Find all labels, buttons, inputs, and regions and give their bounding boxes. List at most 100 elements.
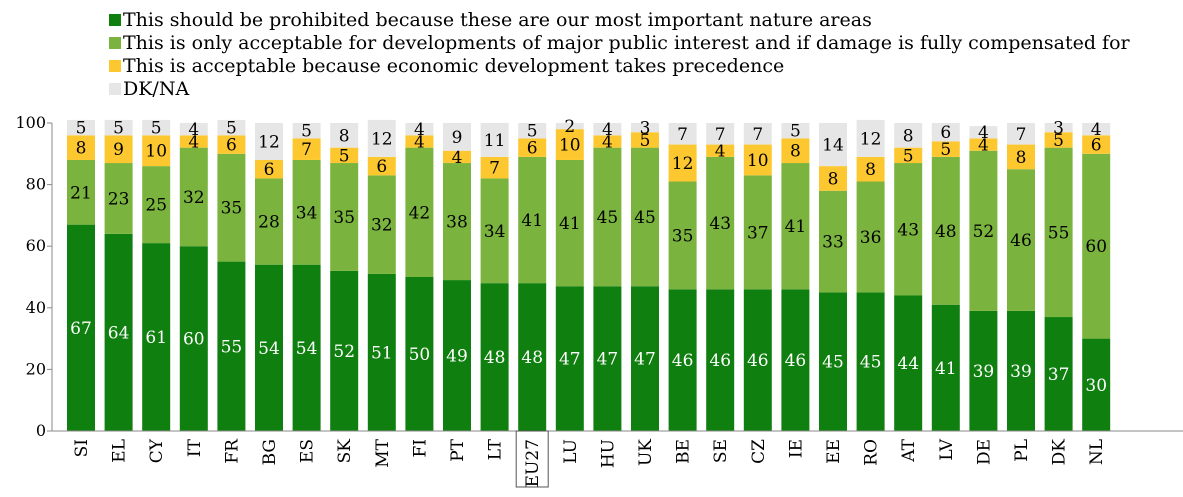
bar-segment xyxy=(518,156,547,284)
data-label: 45 xyxy=(597,208,619,228)
x-tick-label: ES xyxy=(298,439,318,463)
bar-segment xyxy=(631,286,659,431)
bar-segment xyxy=(743,289,772,431)
bar-segment xyxy=(443,123,471,151)
x-tick-label: BG xyxy=(260,439,280,465)
x-tick-label: CZ xyxy=(749,439,769,464)
data-label: 38 xyxy=(446,213,468,233)
legend-swatch xyxy=(109,60,121,72)
data-label: 5 xyxy=(76,119,87,139)
bar-segment xyxy=(969,310,998,431)
data-label: 7 xyxy=(301,140,312,160)
data-label: 25 xyxy=(145,196,167,216)
bar-segment xyxy=(1044,123,1073,133)
x-tick-label: LV xyxy=(937,438,957,460)
data-label: 48 xyxy=(521,348,543,368)
x-tick-label: SE xyxy=(711,439,731,463)
bar-segment xyxy=(405,147,434,277)
bar-segment xyxy=(894,295,923,431)
data-label: 55 xyxy=(1048,223,1070,243)
data-label: 4 xyxy=(978,123,989,143)
data-label: 6 xyxy=(527,139,538,159)
data-label: 64 xyxy=(108,323,130,343)
data-label: 47 xyxy=(559,350,581,370)
bar-segment xyxy=(1044,147,1073,318)
legend-label: This is only acceptable for developments… xyxy=(123,32,1131,54)
x-tick-label: MT xyxy=(373,438,393,467)
y-tick-label: 80 xyxy=(26,175,46,194)
x-tick-label: LT xyxy=(486,438,506,460)
data-label: 35 xyxy=(221,199,243,219)
data-label: 7 xyxy=(489,159,500,179)
data-label: 46 xyxy=(1010,231,1032,251)
data-label: 12 xyxy=(371,129,393,149)
data-label: 8 xyxy=(1016,148,1027,168)
data-label: 36 xyxy=(860,228,882,248)
bar-segment xyxy=(217,119,246,136)
y-tick-label: 0 xyxy=(36,421,46,440)
data-label: 52 xyxy=(973,222,995,242)
bars: 6721856423956125105603244553565542861254… xyxy=(67,117,1111,431)
bar-segment xyxy=(255,178,283,265)
x-tick-label: FI xyxy=(410,439,430,458)
data-label: 51 xyxy=(371,343,393,363)
y-tick-label: 40 xyxy=(26,298,46,317)
bar-segment xyxy=(555,123,584,130)
data-label: 39 xyxy=(1010,362,1032,382)
bar-segment xyxy=(969,138,998,151)
data-label: 45 xyxy=(822,353,844,373)
data-label: 12 xyxy=(860,129,882,149)
data-label: 45 xyxy=(860,353,882,373)
data-label: 10 xyxy=(747,151,769,171)
y-tick-label: 60 xyxy=(26,236,46,255)
data-label: 39 xyxy=(973,362,995,382)
bar-segment xyxy=(668,289,697,431)
bar-segment xyxy=(217,261,246,431)
y-tick-label: 100 xyxy=(15,113,46,132)
bar-segment xyxy=(405,123,434,136)
data-label: 14 xyxy=(822,136,844,156)
legend-swatch xyxy=(109,14,121,26)
data-label: 4 xyxy=(414,132,425,152)
data-label: 43 xyxy=(897,220,919,240)
data-label: 32 xyxy=(371,216,393,236)
data-label: 46 xyxy=(709,351,731,371)
x-tick-label: IT xyxy=(185,438,205,457)
bar-segment xyxy=(443,280,471,431)
bar-segment xyxy=(706,156,735,290)
bar-segment xyxy=(405,135,434,148)
bar-segment xyxy=(706,144,735,157)
bar-segment xyxy=(743,175,772,290)
bar-segment xyxy=(480,156,509,179)
bar-segment xyxy=(706,289,735,431)
bar-segment xyxy=(1007,169,1035,311)
bar-segment xyxy=(931,304,960,431)
data-label: 34 xyxy=(296,203,318,223)
bar-segment xyxy=(631,132,659,148)
bar-segment xyxy=(104,163,133,234)
bar-segment xyxy=(894,123,923,148)
data-label: 4 xyxy=(715,142,726,162)
data-label: 7 xyxy=(1016,125,1027,145)
bar-segment xyxy=(443,150,471,164)
bar-segment xyxy=(706,123,735,145)
data-label: 4 xyxy=(602,132,613,152)
bar-segment xyxy=(330,147,359,164)
x-tick-label: PL xyxy=(1012,439,1032,462)
bar-segment xyxy=(555,129,584,160)
data-label: 6 xyxy=(226,136,237,156)
data-label: 5 xyxy=(151,119,162,139)
legend-label: DK/NA xyxy=(123,78,189,100)
bar-segment xyxy=(104,233,133,431)
data-label: 37 xyxy=(747,223,769,243)
data-label: 11 xyxy=(484,131,506,151)
bar-segment xyxy=(142,119,171,136)
data-label: 5 xyxy=(301,122,312,142)
x-tick-label: UK xyxy=(636,439,656,466)
bar-segment xyxy=(856,181,885,293)
bar-segment xyxy=(104,135,133,164)
x-tick-label: BE xyxy=(674,439,694,464)
bar-segment xyxy=(631,147,659,287)
data-label: 35 xyxy=(672,226,694,246)
data-label: 44 xyxy=(897,354,919,374)
